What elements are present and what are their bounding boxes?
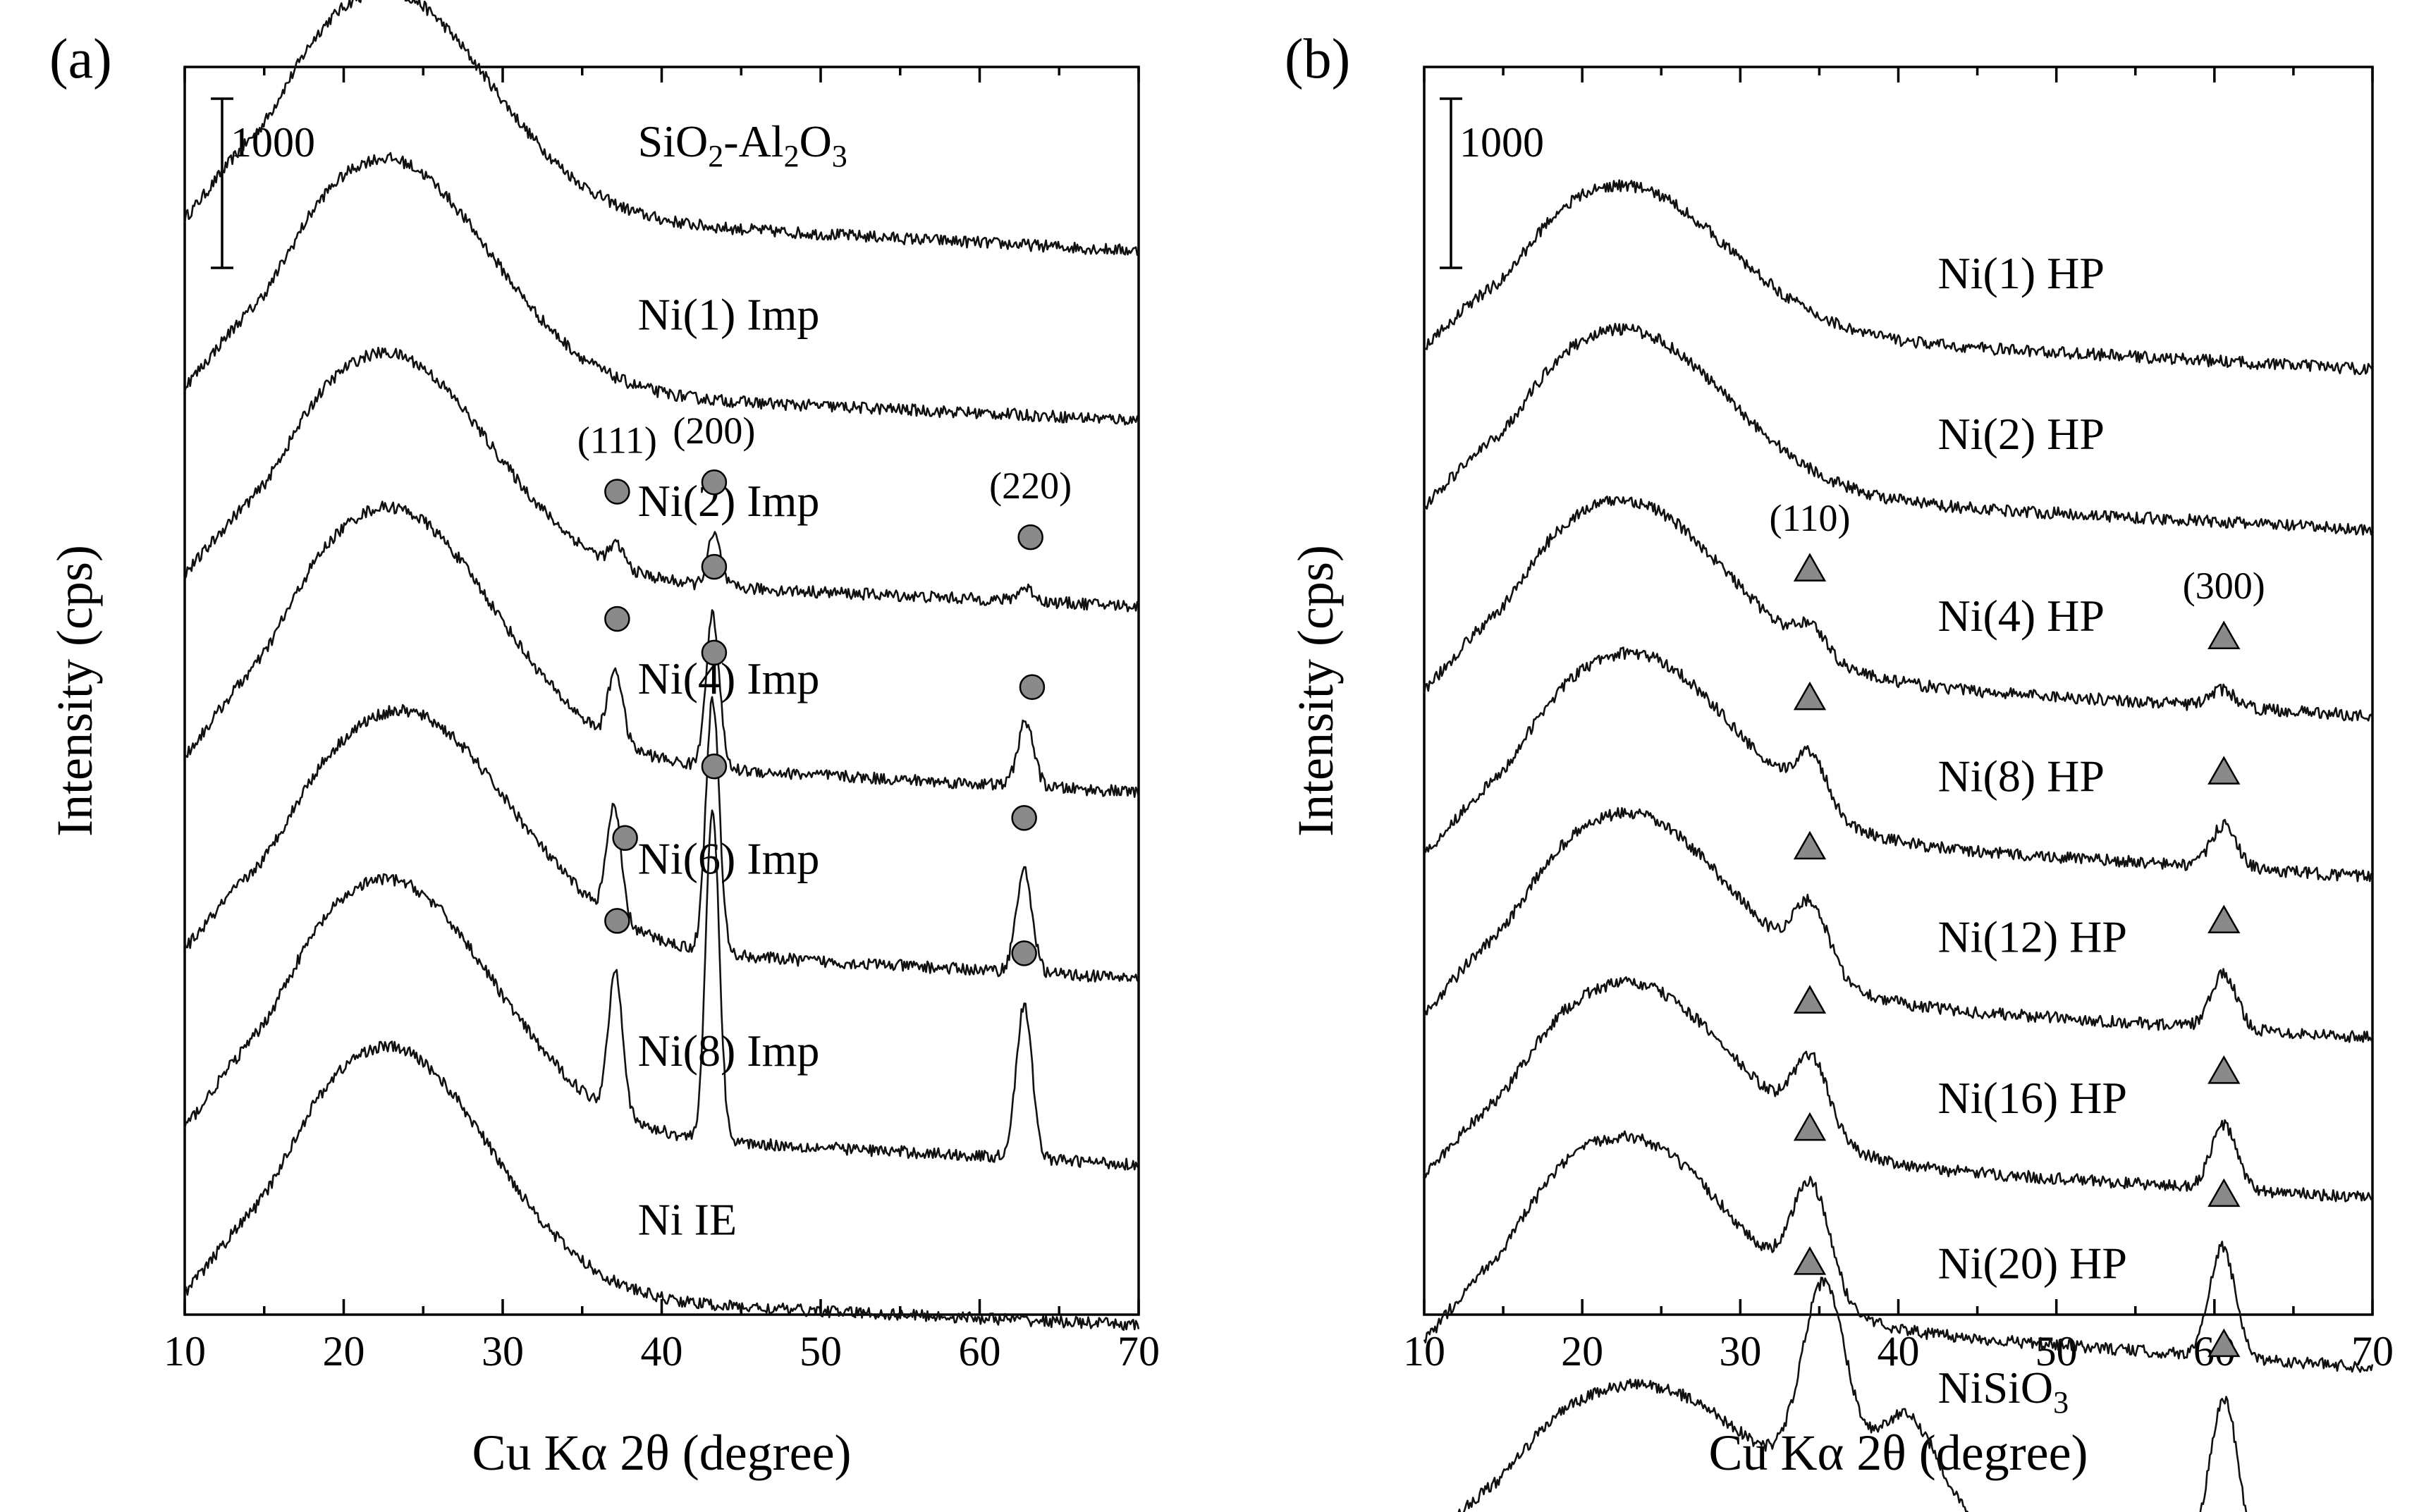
x-tick-label: 40 [1878, 1328, 1920, 1375]
series-label: Ni(4) HP [1938, 591, 2105, 641]
peak-marker-triangle [1793, 553, 1827, 582]
peak-marker-circle [701, 553, 728, 580]
series-label: Ni(8) Imp [638, 1026, 820, 1076]
series-label: Ni(4) Imp [638, 653, 820, 703]
series-label: Ni IE [638, 1194, 737, 1244]
miller-index-label: (200) [673, 410, 755, 452]
series-label: SiO2-Al2O3 [638, 116, 847, 173]
peak-marker-circle [701, 469, 728, 496]
x-tick-label: 20 [323, 1328, 365, 1375]
x-tick-label: 10 [1403, 1328, 1445, 1375]
xrd-trace-ni-8-hp [1423, 646, 2374, 883]
scale-bar-label: 1000 [1459, 119, 1544, 166]
peak-marker-circle [1019, 674, 1046, 700]
miller-index-label: (220) [989, 465, 1072, 507]
xrd-trace-ni-16-hp [1423, 976, 2373, 1203]
x-axis-label: Cu Kα 2θ (degree) [1708, 1425, 2088, 1481]
peak-marker-circle [612, 825, 638, 852]
panel-label: (b) [1285, 28, 1350, 90]
peak-marker-triangle [1793, 985, 1827, 1014]
series-label: Ni(2) HP [1938, 409, 2105, 459]
x-tick-label: 40 [641, 1328, 683, 1375]
xrd-trace-sio2-al2o3 [183, 0, 1140, 257]
peak-marker-circle [604, 908, 630, 934]
panel-label: (a) [49, 28, 112, 90]
peak-marker-circle [1011, 940, 1037, 966]
series-label: Ni(6) Imp [638, 833, 820, 883]
peak-marker-circle [1011, 805, 1037, 831]
xrd-trace-ni-4-hp [1423, 496, 2374, 722]
peak-marker-triangle [1793, 681, 1827, 711]
x-tick-label: 20 [1561, 1328, 1603, 1375]
xrd-trace-ni-4-imp [183, 500, 1140, 798]
peak-marker-triangle [2207, 756, 2241, 785]
series-label: Ni(20) HP [1938, 1238, 2127, 1288]
peak-marker-triangle [2207, 904, 2241, 934]
xrd-trace-ni-20-hp [1423, 1130, 2374, 1373]
series-label: Ni(16) HP [1938, 1073, 2127, 1123]
y-axis-label: Intensity (cps) [47, 545, 103, 837]
peak-marker-circle [604, 479, 630, 505]
x-tick-label: 70 [1117, 1328, 1160, 1375]
series-label: Ni(1) Imp [638, 290, 820, 340]
miller-index-label: (300) [2183, 565, 2265, 607]
y-axis-label: Intensity (cps) [1287, 545, 1344, 837]
xrd-trace-ni-ie [184, 1040, 1140, 1332]
xrd-trace-ni-12-hp [1423, 807, 2374, 1043]
series-label: Ni(2) Imp [638, 476, 820, 526]
peak-marker-triangle [1793, 1246, 1827, 1275]
x-tick-label: 50 [2035, 1328, 2078, 1375]
xrd-trace-ni-1-imp [183, 152, 1140, 426]
xrd-trace-ni-2-hp [1423, 323, 2373, 536]
peak-marker-triangle [2207, 1328, 2241, 1358]
peak-marker-circle [604, 606, 630, 632]
peak-marker-triangle [2207, 1178, 2241, 1207]
miller-index-label: (111) [577, 419, 657, 461]
x-tick-label: 60 [959, 1328, 1001, 1375]
x-tick-label: 30 [482, 1328, 524, 1375]
peak-marker-circle [701, 639, 728, 666]
xrd-trace-ni-2-imp [183, 346, 1139, 613]
series-label: NiSiO3 [1938, 1363, 2069, 1420]
x-tick-label: 50 [800, 1328, 842, 1375]
series-label: Ni(12) HP [1938, 912, 2127, 962]
xrd-trace-ni-8-imp [183, 809, 1140, 1171]
xrd-trace-ni-6-imp [183, 696, 1140, 983]
xrd-trace-nisio3 [1457, 1277, 2248, 1512]
peak-marker-circle [1017, 524, 1043, 551]
x-tick-label: 10 [164, 1328, 206, 1375]
panel-a: 10 20 30 40 50 60 70 Cu Kα 2θ (degree) Intensity… [47, 0, 1160, 1481]
peak-marker-triangle [2207, 620, 2241, 650]
xrd-trace-ni-1-hp [1423, 179, 2374, 376]
peak-marker-triangle [2207, 1055, 2241, 1084]
scale-bar-label: 1000 [231, 119, 315, 166]
miller-index-label: (110) [1769, 497, 1850, 539]
series-label: Ni(8) HP [1938, 751, 2105, 801]
series-label: Ni(1) HP [1938, 248, 2105, 298]
peak-marker-circle [701, 753, 728, 780]
x-tick-label: 30 [1719, 1328, 1761, 1375]
peak-marker-triangle [1793, 1112, 1827, 1141]
x-axis-label: Cu Kα 2θ (degree) [472, 1425, 851, 1481]
peak-marker-triangle [1793, 830, 1827, 860]
